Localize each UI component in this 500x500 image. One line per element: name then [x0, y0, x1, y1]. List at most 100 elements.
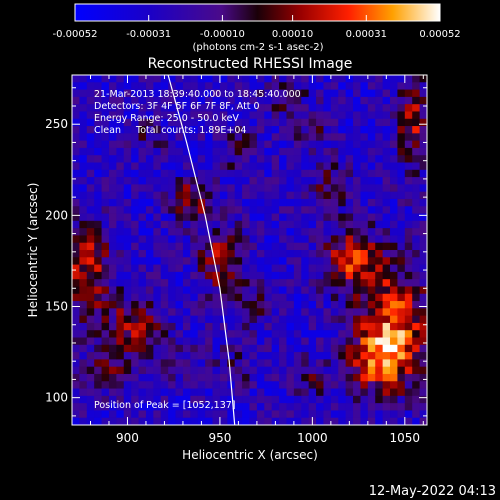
heatmap-cell	[256, 104, 265, 112]
heatmap-cell	[316, 213, 324, 222]
heatmap-cell	[72, 373, 80, 382]
heatmap-cell	[323, 126, 332, 134]
heatmap-cell	[264, 403, 273, 411]
heatmap-cell	[330, 177, 339, 185]
heatmap-cell	[108, 330, 117, 338]
heatmap-cell	[353, 111, 361, 120]
heatmap-cell	[382, 322, 391, 331]
heatmap-cell	[219, 366, 228, 375]
heatmap-cell	[108, 410, 117, 419]
heatmap-cell	[404, 177, 413, 185]
heatmap-cell	[353, 403, 361, 411]
heatmap-cell	[182, 198, 191, 207]
heatmap-cell	[168, 337, 176, 346]
heatmap-cell	[412, 104, 421, 112]
heatmap-cell	[301, 191, 310, 200]
heatmap-cell	[397, 271, 406, 280]
heatmap-cell	[234, 337, 243, 346]
heatmap-cell	[86, 337, 95, 346]
heatmap-cell	[175, 359, 184, 368]
heatmap-cell	[412, 75, 421, 83]
heatmap-cell	[338, 322, 347, 331]
heatmap-cell	[94, 75, 102, 83]
heatmap-cell	[249, 111, 258, 120]
heatmap-cell	[404, 147, 413, 156]
heatmap-cell	[72, 410, 80, 419]
heatmap-cell	[168, 293, 176, 302]
heatmap-cell	[219, 118, 228, 127]
heatmap-cell	[412, 177, 421, 185]
heatmap-cell	[367, 206, 376, 214]
heatmap-cell	[279, 293, 287, 302]
heatmap-cell	[404, 155, 413, 163]
heatmap-cell	[101, 89, 110, 98]
heatmap-cell	[168, 315, 176, 324]
heatmap-cell	[153, 198, 162, 207]
heatmap-cell	[219, 395, 228, 404]
heatmap-cell	[375, 330, 384, 338]
heatmap-cell	[182, 337, 191, 346]
heatmap-cell	[108, 344, 117, 353]
heatmap-cell	[234, 330, 243, 338]
heatmap-cell	[242, 177, 250, 185]
heatmap-cell	[227, 337, 236, 346]
heatmap-cell	[145, 286, 154, 295]
heatmap-cell	[382, 264, 391, 273]
heatmap-cell	[256, 344, 265, 353]
heatmap-cell	[397, 191, 406, 200]
heatmap-cell	[116, 366, 125, 375]
heatmap-cell	[323, 293, 332, 302]
heatmap-cell	[345, 337, 354, 346]
heatmap-cell	[123, 366, 132, 375]
heatmap-cell	[360, 264, 369, 273]
heatmap-cell	[330, 169, 339, 178]
heatmap-cell	[153, 126, 162, 134]
heatmap-cell	[264, 337, 273, 346]
heatmap-cell	[197, 133, 206, 142]
heatmap-cell	[131, 330, 139, 338]
heatmap-cell	[131, 286, 139, 295]
heatmap-cell	[412, 337, 421, 346]
heatmap-cell	[264, 220, 273, 229]
heatmap-cell	[301, 96, 310, 105]
heatmap-cell	[353, 410, 361, 419]
heatmap-cell	[182, 410, 191, 419]
heatmap-cell	[101, 403, 110, 411]
heatmap-cell	[242, 213, 250, 222]
heatmap-cell	[338, 118, 347, 127]
heatmap-cell	[234, 410, 243, 419]
heatmap-cell	[94, 352, 102, 360]
heatmap-cell	[353, 242, 361, 251]
heatmap-cell	[249, 308, 258, 317]
heatmap-cell	[72, 417, 80, 425]
heatmap-cell	[219, 140, 228, 149]
heatmap-cell	[212, 169, 221, 178]
heatmap-cell	[316, 104, 324, 112]
heatmap-cell	[168, 147, 176, 156]
heatmap-cell	[145, 82, 154, 90]
heatmap-cell	[279, 250, 287, 258]
heatmap-cell	[419, 388, 427, 397]
heatmap-cell	[323, 220, 332, 229]
heatmap-cell	[123, 330, 132, 338]
heatmap-cell	[249, 206, 258, 214]
heatmap-cell	[108, 228, 117, 236]
heatmap-cell	[131, 337, 139, 346]
heatmap-cell	[86, 111, 95, 120]
heatmap-cell	[219, 264, 228, 273]
heatmap-cell	[145, 359, 154, 368]
heatmap-cell	[338, 235, 347, 244]
heatmap-cell	[212, 403, 221, 411]
heatmap-cell	[79, 359, 88, 368]
heatmap-cell	[205, 410, 213, 419]
heatmap-cell	[212, 228, 221, 236]
heatmap-cell	[219, 111, 228, 120]
heatmap-cell	[404, 366, 413, 375]
heatmap-cell	[212, 308, 221, 317]
heatmap-cell	[316, 330, 324, 338]
heatmap-cell	[330, 388, 339, 397]
heatmap-cell	[249, 198, 258, 207]
heatmap-cell	[205, 118, 213, 127]
heatmap-cell	[123, 359, 132, 368]
heatmap-cell	[116, 279, 125, 287]
